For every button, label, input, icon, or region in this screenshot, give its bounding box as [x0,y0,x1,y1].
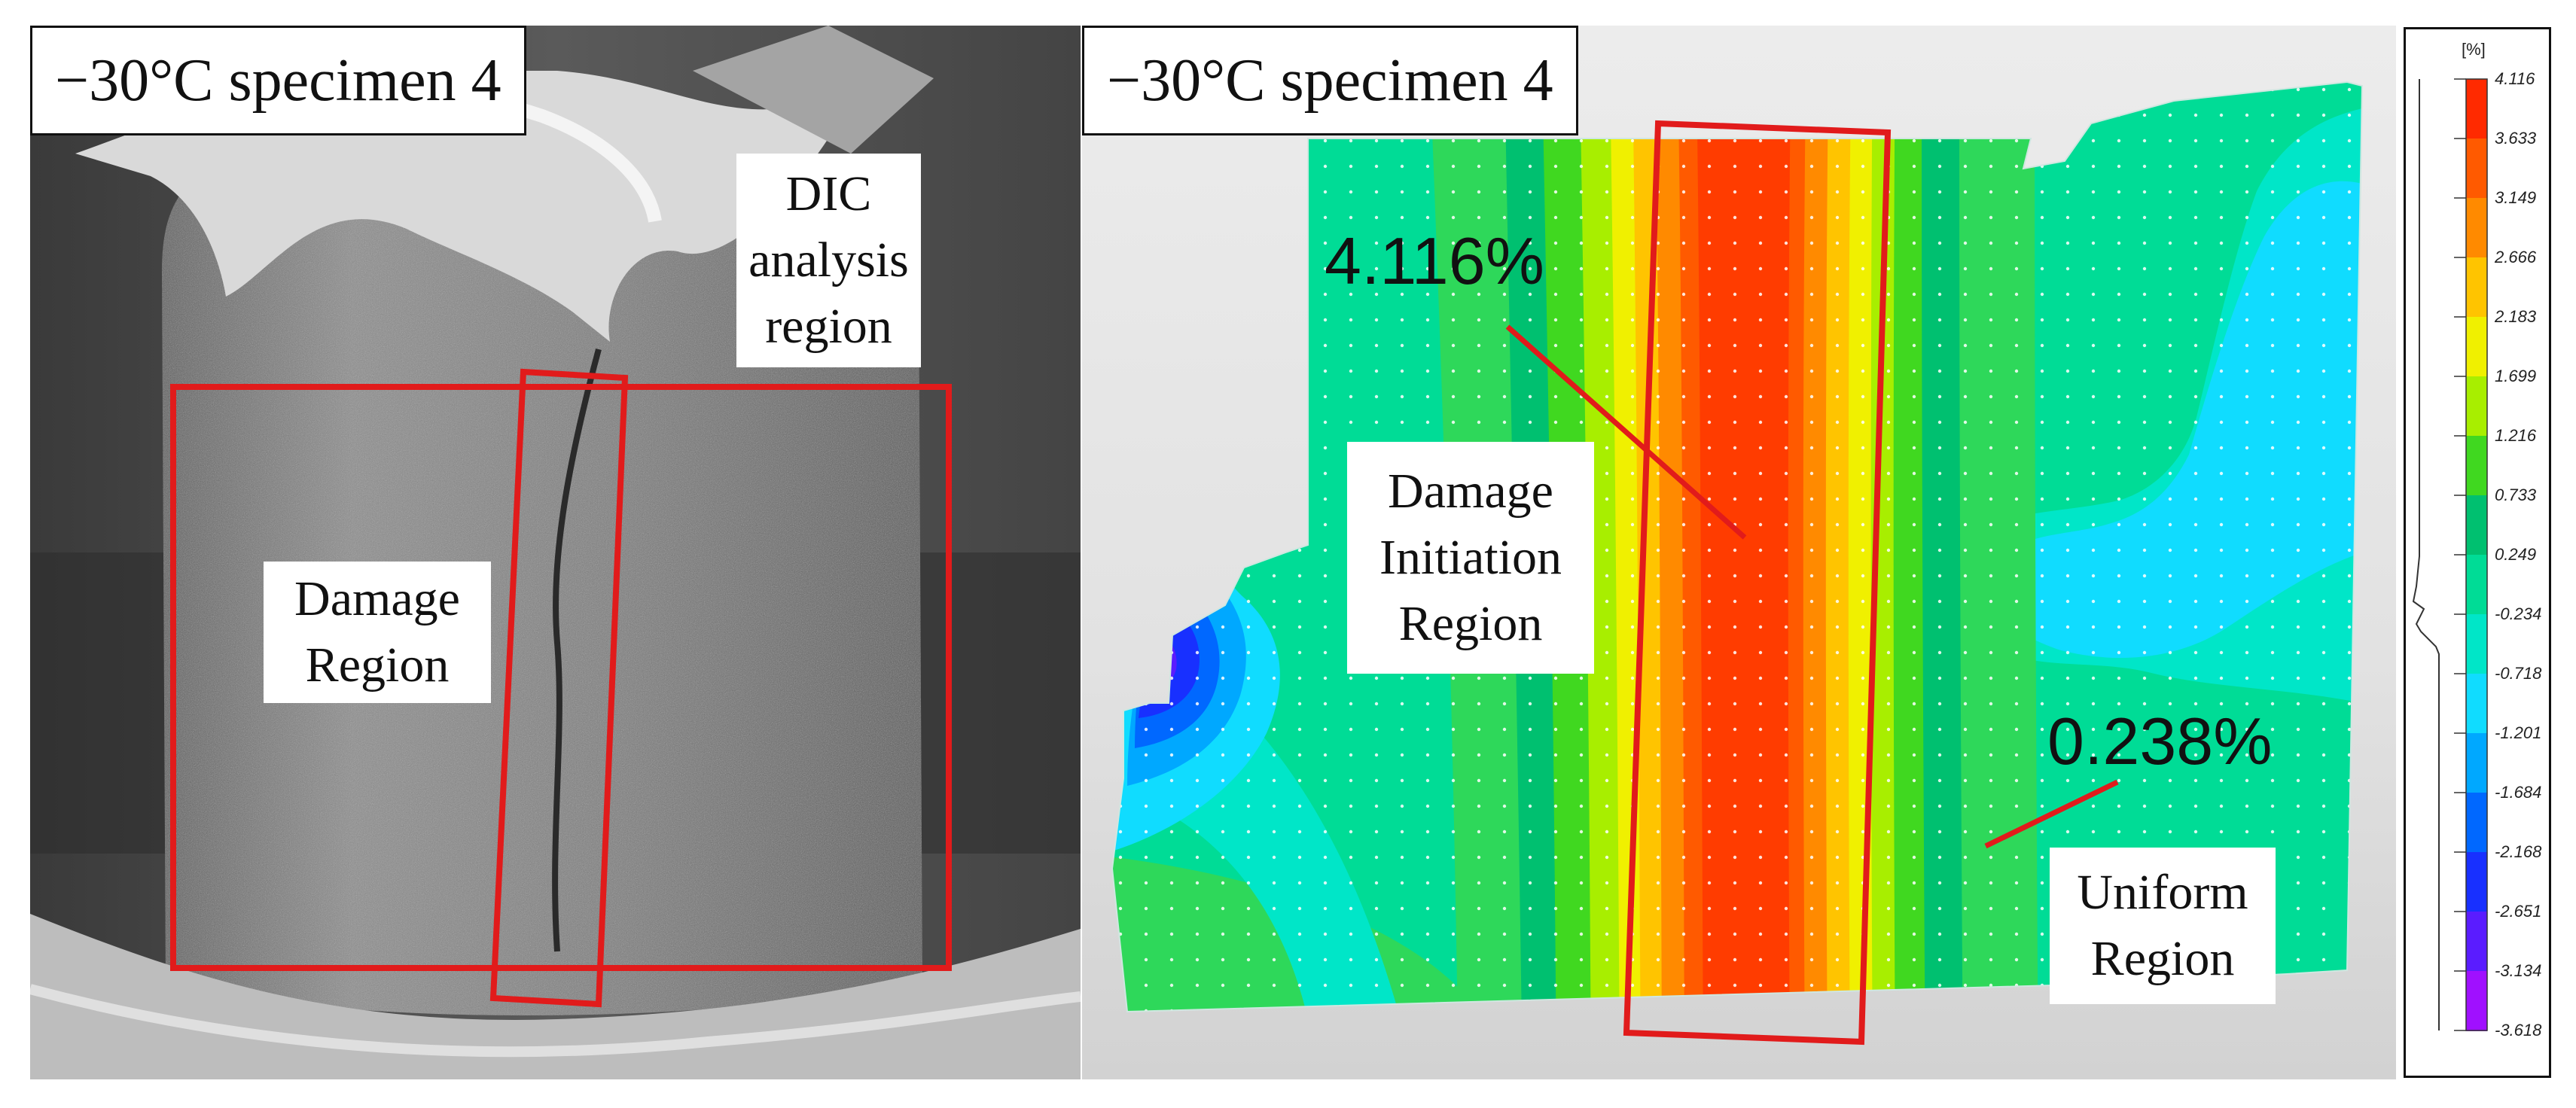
scale-tick-label: -3.618 [2495,1021,2542,1040]
scale-band [2466,793,2487,853]
scale-band [2466,555,2487,615]
dic-title: −30°C specimen 4 [1082,26,1578,135]
scale-tick-label: -2.651 [2495,902,2542,921]
scale-tick-label: -2.168 [2495,842,2542,861]
scale-band [2466,674,2487,734]
scale-unit: [%] [2462,40,2486,59]
scale-band [2466,733,2487,793]
scale-band [2466,198,2487,258]
initiation-label-line: Damage [1388,464,1553,519]
scale-band [2466,257,2487,318]
scale-tick-label: 4.116 [2495,69,2535,88]
damage-label-line: Region [305,638,450,692]
scale-band [2466,376,2487,437]
dic-label-line: analysis [748,233,909,288]
scale-tick-label: -0.234 [2495,604,2542,623]
scale-histogram [2412,79,2440,1030]
max-strain-box [1623,120,1892,1046]
photo-title: −30°C specimen 4 [30,26,526,135]
scale-band [2466,852,2487,912]
scale-band [2466,495,2487,556]
scale-band [2466,317,2487,377]
dic-label-line: DIC [785,166,872,221]
color-scale-bar [2412,78,2488,1031]
uniform-label-line: Region [2090,931,2235,986]
crack-region-box [489,368,629,1008]
scale-band [2466,971,2487,1031]
uniform-strain-value: 0.238% [2047,704,2273,778]
scale-band [2466,138,2487,199]
initiation-label-line: Region [1398,596,1543,651]
scale-tick-label: 1.699 [2495,367,2537,385]
damage-label-line: Damage [294,571,460,626]
scale-tick-label: -1.201 [2495,723,2542,742]
scale-band [2466,614,2487,674]
dic-strain-map-panel: −30°C specimen 4 4.116% 0.238% Damage In… [1082,26,2396,1079]
scale-tick-label: -1.684 [2495,783,2542,802]
uniform-label-line: Uniform [2077,865,2248,920]
specimen-photo-panel: −30°C specimen 4 DIC analysis region Dam… [30,26,1081,1079]
scale-tick-label: -3.134 [2495,961,2542,980]
scale-tick-label: 0.249 [2495,545,2537,564]
uniform-strain-pointer [1984,779,2119,849]
max-strain-value: 4.116% [1325,224,1544,298]
initiation-label-line: Initiation [1379,530,1562,585]
scale-tick-label: 3.149 [2495,188,2537,207]
dic-analysis-label: DIC analysis region [736,154,921,367]
scale-tick-label: 1.216 [2495,426,2537,445]
scale-tick-label: -0.718 [2495,664,2542,683]
uniform-region-label: Uniform Region [2050,848,2276,1004]
specimen-photo [30,26,1081,1079]
scale-tick-label: 2.666 [2495,248,2537,266]
scale-tick-label: 0.733 [2495,486,2537,504]
dic-label-line: region [765,299,892,354]
color-scale-legend: [%] 4.116 3.633 3.149 2.666 2.183 1.699 1.216 0… [2404,27,2551,1078]
scale-band [2466,912,2487,972]
max-strain-pointer [1505,324,1747,540]
damage-region-label: Damage Region [264,562,491,703]
damage-initiation-label: Damage Initiation Region [1347,442,1594,674]
strain-contour-map [1111,81,2364,1046]
scale-tick-label: 2.183 [2495,307,2537,326]
scale-band [2466,436,2487,496]
scale-tick-label: 3.633 [2495,129,2537,148]
damage-region-box [170,384,952,971]
scale-band [2466,79,2487,139]
